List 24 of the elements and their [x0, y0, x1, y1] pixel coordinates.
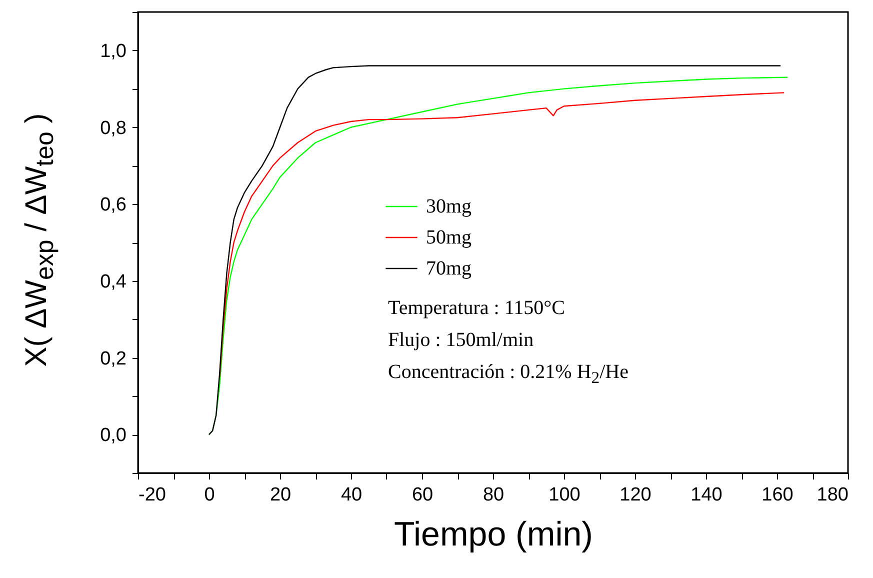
x-tick-label: 40: [340, 484, 362, 506]
x-tick-label: 140: [690, 484, 722, 506]
y-tick-label: 0,6: [100, 194, 126, 216]
y-tick-label: 0,4: [100, 271, 127, 292]
legend-label: 50mg: [426, 226, 472, 248]
x-tick-label: 180: [816, 484, 848, 506]
x-tick-label: 20: [270, 484, 292, 506]
y-tick-label: 0,0: [100, 425, 126, 446]
y-tick-label: 0,8: [100, 118, 126, 139]
x-tick-label: 80: [482, 484, 504, 506]
x-tick-label: 60: [412, 484, 434, 506]
y-tick-label: 1,0: [100, 40, 126, 62]
y-tick-label: 0,2: [100, 348, 126, 370]
annotation: Concentración : 0.21% H$_{2}$/He: [388, 360, 628, 389]
x-tick-label: 100: [548, 484, 580, 506]
x-tick-label: 0: [204, 484, 215, 506]
annotation: Temperatura : 1150°C: [388, 296, 566, 321]
x-axis-title: Tiempo (min): [394, 516, 593, 554]
legend-label: 70mg: [426, 258, 472, 280]
x-tick-label: -20: [138, 484, 166, 506]
x-tick-label: 160: [762, 484, 794, 506]
legend-label: 30mg: [426, 196, 472, 218]
annotation: Flujo : 150ml/min: [388, 328, 535, 353]
x-tick-label: 120: [620, 484, 652, 506]
